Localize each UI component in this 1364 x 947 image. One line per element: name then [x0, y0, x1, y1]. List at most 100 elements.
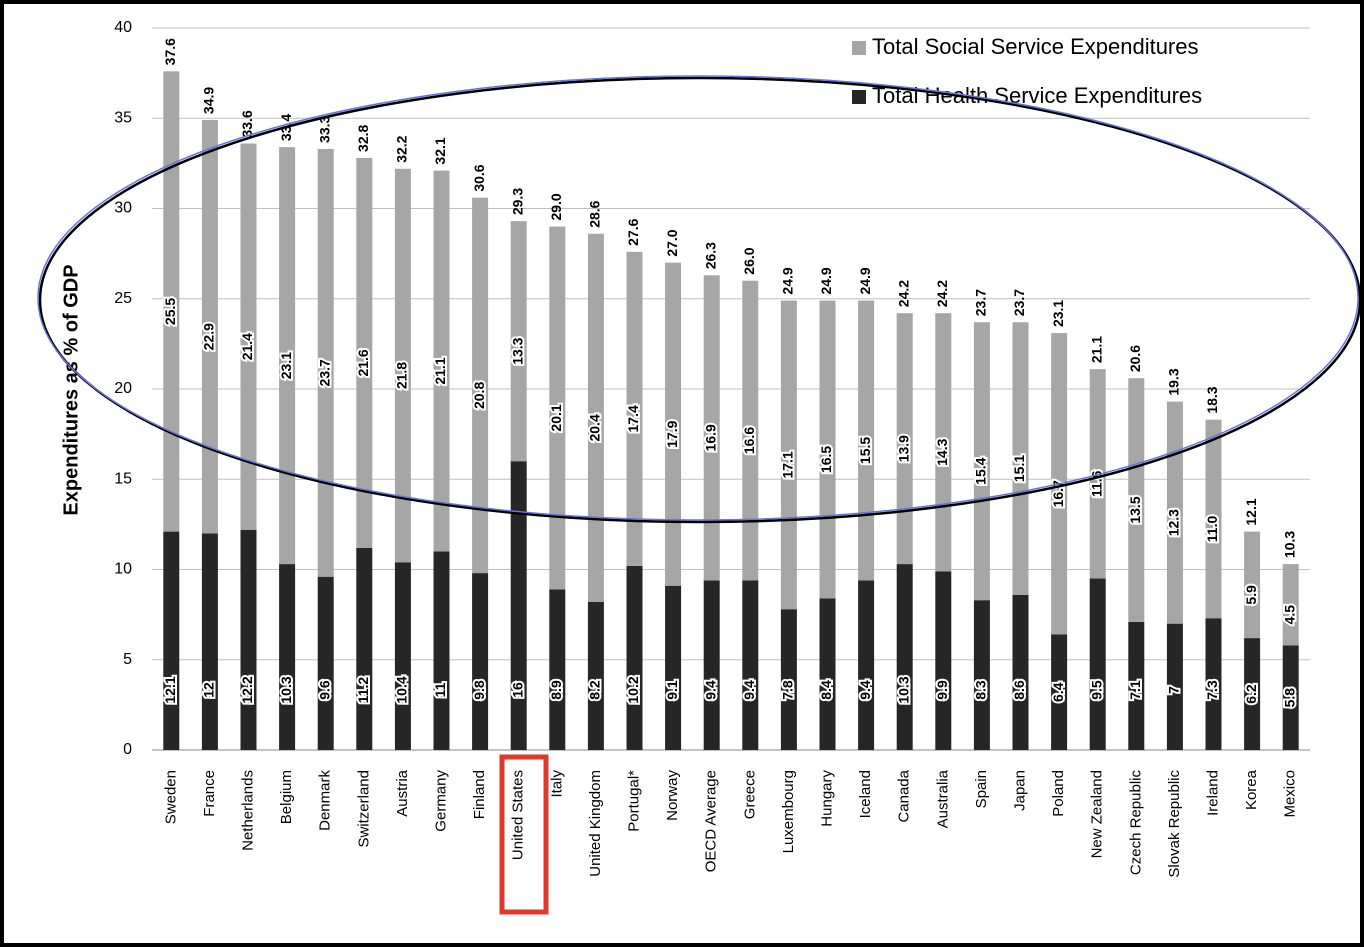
total-label: 32.1 [432, 137, 448, 164]
bar-segment [1282, 564, 1299, 646]
value-label: 16.9 [702, 424, 718, 451]
value-label: 16 [509, 682, 525, 698]
bar-segment [1089, 369, 1106, 579]
y-tick-label: 0 [123, 741, 132, 758]
bar-segment [896, 564, 913, 750]
value-label: 21.1 [432, 357, 448, 384]
value-label: 8.4 [818, 680, 834, 700]
value-label: 20.4 [587, 414, 603, 441]
highlight-box [499, 754, 549, 915]
total-label: 10.3 [1281, 531, 1297, 558]
value-label: 9.6 [316, 680, 332, 700]
x-tick-label: Norway [664, 770, 681, 821]
bar-segment [896, 313, 913, 565]
x-tick-label: Australia [934, 769, 951, 828]
value-label: 14.3 [934, 438, 950, 465]
bar-segment [433, 551, 450, 750]
x-tick-label: Luxembourg [780, 770, 797, 853]
value-label: 25.5 [162, 298, 178, 325]
total-label: 19.3 [1166, 368, 1182, 395]
total-label: 24.9 [780, 267, 796, 294]
x-tick-label: Finland [471, 770, 488, 819]
bar-segment [1128, 378, 1145, 622]
x-tick-label: United Kingdom [587, 770, 604, 877]
value-label: 9.9 [934, 680, 950, 700]
value-label: 15.1 [1011, 455, 1027, 482]
total-label: 20.6 [1127, 345, 1143, 372]
bar-segment [973, 322, 990, 601]
legend-swatch [852, 41, 866, 55]
bar-segment [780, 609, 797, 750]
highlight-ellipse [38, 76, 1362, 524]
value-label: 10.2 [625, 676, 641, 703]
value-label: 13.5 [1127, 496, 1143, 523]
value-label: 13.3 [509, 337, 525, 364]
total-label: 23.7 [1011, 289, 1027, 316]
bar-segment [1205, 618, 1222, 750]
value-label: 10.3 [278, 676, 294, 703]
value-label: 9.1 [664, 680, 680, 700]
x-tick-label: France [201, 770, 218, 817]
x-tick-label: Italy [548, 770, 565, 798]
bar-segment [1089, 578, 1106, 750]
total-label: 12.1 [1243, 498, 1259, 525]
x-tick-label: Czech Republic [1127, 770, 1144, 876]
bar-segment [626, 565, 643, 750]
bar-segment [858, 580, 875, 750]
bar-segment [1205, 419, 1222, 619]
bar-segment [587, 601, 604, 750]
x-tick-label: Belgium [278, 770, 295, 824]
total-label: 26.0 [741, 247, 757, 274]
bar-segment [510, 221, 527, 462]
value-label: 11.2 [355, 677, 371, 704]
bar-segment [1128, 621, 1145, 750]
value-label: 7.1 [1127, 680, 1143, 700]
bar-segment [626, 251, 643, 566]
value-label: 9.4 [741, 680, 757, 700]
bar-segment [935, 571, 952, 750]
bar-segment [394, 562, 411, 750]
value-label: 6.4 [1050, 682, 1066, 702]
bar-segment [1244, 638, 1261, 750]
value-label: 10.4 [394, 676, 410, 703]
bar-segment [356, 157, 373, 548]
bar-segment [279, 147, 296, 565]
total-label: 27.6 [625, 218, 641, 245]
x-tick-label: OECD Average [703, 770, 720, 872]
x-tick-label: New Zealand [1089, 770, 1106, 858]
x-tick-label: Hungary [818, 770, 835, 827]
bar-segment [1166, 623, 1183, 750]
bar-segment [858, 300, 875, 581]
value-label: 7.3 [1204, 680, 1220, 700]
x-tick-label: Spain [973, 770, 990, 808]
total-label: 28.6 [587, 200, 603, 227]
bar-segment [163, 531, 180, 750]
bar-segment [201, 120, 218, 534]
y-tick-label: 35 [114, 109, 132, 126]
value-label: 8.3 [973, 680, 989, 700]
total-label: 26.3 [702, 242, 718, 269]
value-label: 12 [201, 682, 217, 698]
x-tick-label: United States [510, 770, 527, 860]
value-label: 22.9 [201, 323, 217, 350]
bar-segment [549, 226, 566, 590]
value-label: 17.9 [664, 420, 680, 447]
total-label: 24.9 [818, 267, 834, 294]
y-tick-label: 10 [114, 561, 132, 578]
bar-segment [279, 564, 296, 750]
bar-segment [665, 262, 682, 586]
x-tick-label: Switzerland [355, 770, 372, 848]
value-label: 20.8 [471, 382, 487, 409]
total-label: 24.9 [857, 267, 873, 294]
y-tick-label: 15 [114, 470, 132, 487]
y-tick-label: 25 [114, 290, 132, 307]
total-label: 27.0 [664, 229, 680, 256]
total-label: 23.1 [1050, 300, 1066, 327]
bar-segment [1012, 322, 1029, 595]
x-tick-label: Denmark [317, 770, 334, 831]
x-tick-label: Germany [432, 770, 449, 832]
total-label: 34.9 [201, 87, 217, 114]
value-label: 7.8 [780, 680, 796, 700]
value-label: 23.7 [316, 359, 332, 386]
